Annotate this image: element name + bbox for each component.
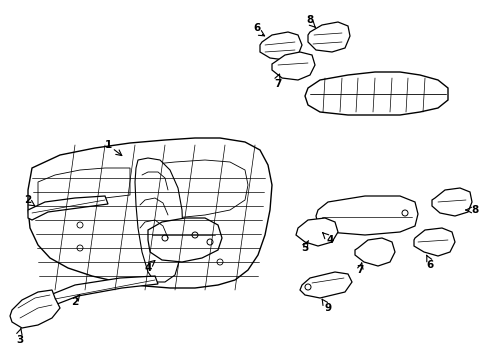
Text: 9: 9: [324, 303, 331, 313]
Polygon shape: [10, 290, 60, 328]
Text: 4: 4: [144, 263, 151, 273]
Text: 2: 2: [71, 297, 79, 307]
Text: 5: 5: [301, 243, 308, 253]
Polygon shape: [354, 238, 394, 266]
Text: 8: 8: [306, 15, 313, 25]
Polygon shape: [299, 272, 351, 298]
Polygon shape: [48, 276, 158, 306]
Text: 1: 1: [104, 140, 111, 150]
Text: 7: 7: [274, 79, 281, 89]
Polygon shape: [431, 188, 471, 216]
Polygon shape: [260, 32, 302, 60]
Text: 6: 6: [426, 260, 433, 270]
Text: 7: 7: [356, 265, 363, 275]
Polygon shape: [315, 196, 417, 235]
Polygon shape: [271, 52, 314, 80]
Polygon shape: [413, 228, 454, 256]
Polygon shape: [140, 160, 247, 220]
Polygon shape: [305, 72, 447, 115]
Polygon shape: [148, 218, 222, 262]
Text: 3: 3: [16, 335, 23, 345]
Polygon shape: [135, 158, 183, 282]
Text: 8: 8: [470, 205, 478, 215]
Polygon shape: [28, 196, 108, 220]
Text: 2: 2: [24, 195, 32, 205]
Polygon shape: [295, 218, 337, 246]
Polygon shape: [28, 138, 271, 288]
Polygon shape: [38, 168, 130, 208]
Text: 4: 4: [325, 235, 333, 245]
Polygon shape: [307, 22, 349, 52]
Text: 6: 6: [253, 23, 260, 33]
